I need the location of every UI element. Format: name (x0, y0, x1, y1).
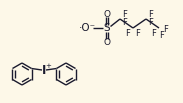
Text: I: I (42, 64, 46, 77)
Text: ·O⁻: ·O⁻ (79, 23, 96, 33)
Text: F: F (149, 18, 153, 26)
Text: F: F (164, 25, 168, 33)
Text: +: + (45, 63, 51, 69)
Text: F: F (123, 9, 127, 19)
Text: S: S (104, 23, 110, 33)
Text: O: O (104, 9, 111, 19)
Text: F: F (160, 30, 165, 39)
Text: F: F (149, 9, 153, 19)
Text: O: O (104, 37, 111, 46)
Text: F: F (152, 29, 156, 37)
Text: F: F (126, 29, 130, 37)
Text: F: F (123, 18, 127, 26)
Text: F: F (136, 29, 140, 37)
